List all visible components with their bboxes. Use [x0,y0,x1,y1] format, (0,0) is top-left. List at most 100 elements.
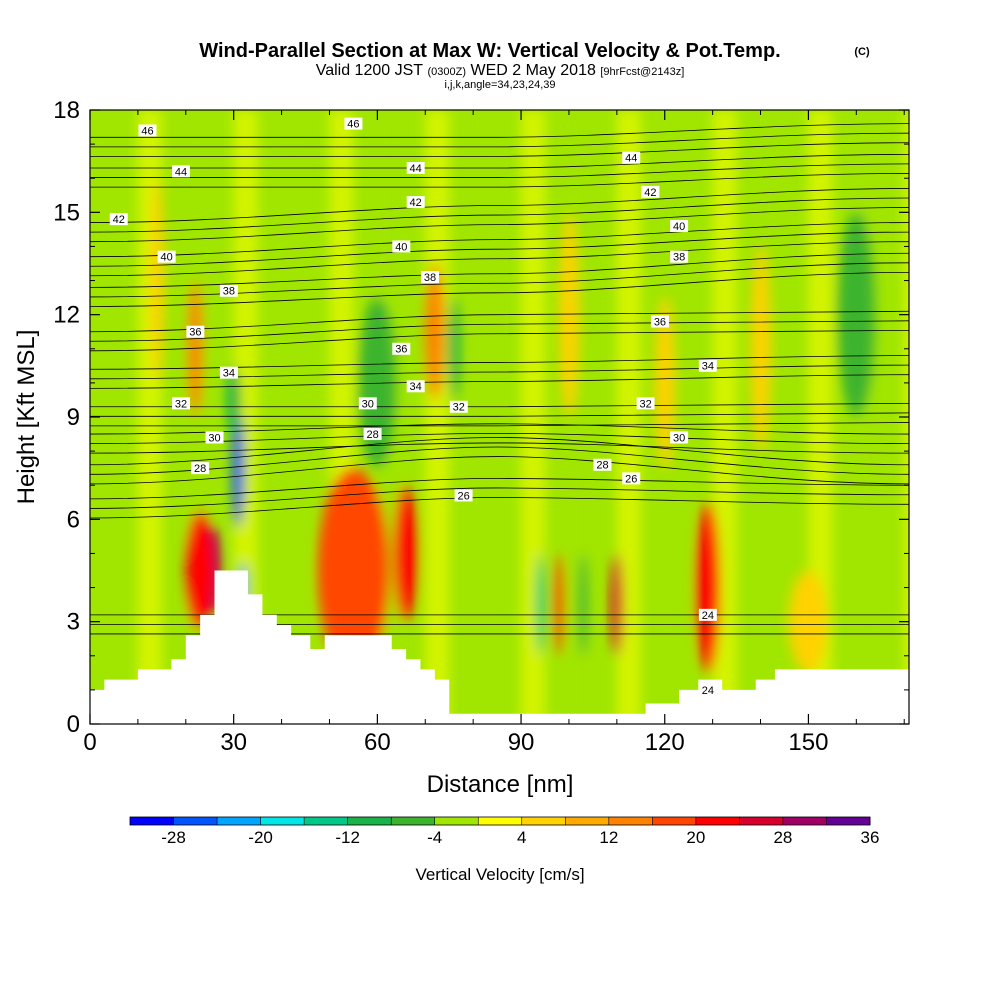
contour-label: 28 [191,462,210,475]
colorbar-swatch [304,817,349,825]
svg-text:46: 46 [347,119,359,131]
svg-text:34: 34 [223,368,235,380]
svg-text:24: 24 [702,610,714,622]
theta-contour [90,132,909,148]
colorbar-label: -4 [427,828,442,847]
contour-label: 30 [670,431,689,444]
contour-label: 34 [219,366,238,380]
theta-contour [90,446,909,475]
velocity-cell [149,178,165,383]
velocity-cell [317,468,390,673]
contour-label: 26 [454,489,473,502]
svg-text:30: 30 [362,398,374,410]
contour-label: 32 [636,397,655,410]
y-tick-label: 9 [67,404,80,431]
colorbar: -28 -20 -12 -4 4 12 20 28 36 [129,816,880,847]
svg-text:24: 24 [702,685,714,697]
valid-line: Valid 1200 JST (0300Z) WED 2 May 2018 [9… [316,62,685,79]
svg-text:36: 36 [189,327,201,339]
contour-label: 46 [344,117,363,131]
svg-text:42: 42 [644,187,656,199]
y-tick-label: 6 [67,506,80,533]
theta-contour [90,271,909,307]
svg-text:32: 32 [453,402,465,414]
theta-contour [90,329,909,352]
contour-label: 32 [449,400,468,414]
contour-label: 34 [406,380,425,393]
theta-contour [90,163,909,178]
svg-text:28: 28 [366,429,378,441]
velocity-cell [226,365,241,435]
plot-area: 46 44 42 40 38 36 34 32 30 28 46 44 42 40 38 36 34 32 30 28… [90,110,909,724]
colorbar-swatch [782,817,827,825]
svg-text:36: 36 [395,344,407,356]
colorbar-label: 36 [861,828,880,847]
theta-contour [90,123,909,138]
colorbar-swatch [478,817,523,825]
velocity-cell [578,553,589,656]
contour-label: 28 [593,458,612,472]
contour-label: 36 [186,325,205,339]
contour-label: 42 [109,213,128,226]
colorbar-label: -12 [335,828,360,847]
colorbar-swatch [608,817,653,825]
velocity-cell [750,246,771,452]
contour-label: 38 [219,284,238,298]
svg-text:34: 34 [410,381,422,393]
colorbar-label: 28 [773,828,792,847]
x-axis-label: Distance [nm] [427,771,574,798]
theta-contour [90,497,909,519]
theta-contour [90,432,909,445]
velocity-band [664,110,689,724]
velocity-band [281,110,306,724]
velocity-cell [232,408,245,528]
contour-label: 40 [670,219,689,233]
y-tick-label: 15 [53,199,80,226]
y-tick-label: 18 [53,97,80,124]
svg-text:44: 44 [625,153,637,165]
velocity-cell [425,263,445,400]
colorbar-label: -28 [161,828,186,847]
velocity-cell [559,212,579,417]
theta-contour [90,402,909,408]
colorbar-swatch [434,817,479,825]
velocity-band [856,110,881,724]
colorbar-swatch [347,817,392,825]
colorbar-swatch [130,817,175,825]
contour-label: 44 [406,161,425,175]
contour-label: 40 [157,250,176,264]
colorbar-swatch [565,817,610,825]
svg-text:38: 38 [424,272,436,284]
velocity-cell [535,553,545,656]
x-axis: 0 30 60 90 120 150 [83,110,905,756]
velocity-band [425,110,450,724]
svg-text:28: 28 [596,460,608,472]
colorbar-label: -20 [248,828,273,847]
theta-contour [90,477,909,500]
theta-contour [90,423,909,435]
colorbar-label: 20 [686,828,705,847]
contour-label: 40 [392,240,411,253]
colorbar-swatch [217,817,262,825]
theta-contour [90,456,909,485]
svg-text:42: 42 [113,214,125,226]
contour-label: 44 [622,151,641,165]
theta-contour [90,231,909,267]
theta-contour [90,422,909,427]
svg-text:26: 26 [625,473,637,485]
theta-contour [90,320,909,342]
theta-contour [90,188,909,223]
x-tick-label: 120 [645,729,685,756]
velocity-band [760,110,785,724]
svg-text:26: 26 [457,490,469,502]
colorbar-label: 12 [599,828,618,847]
velocity-cell [610,553,623,656]
contour-label: 38 [421,271,440,284]
contour-label: 24 [698,608,717,622]
svg-text:30: 30 [673,432,685,444]
contour-label: 28 [363,428,382,441]
x-tick-label: 30 [220,729,247,756]
colorbar-swatch [173,817,218,825]
